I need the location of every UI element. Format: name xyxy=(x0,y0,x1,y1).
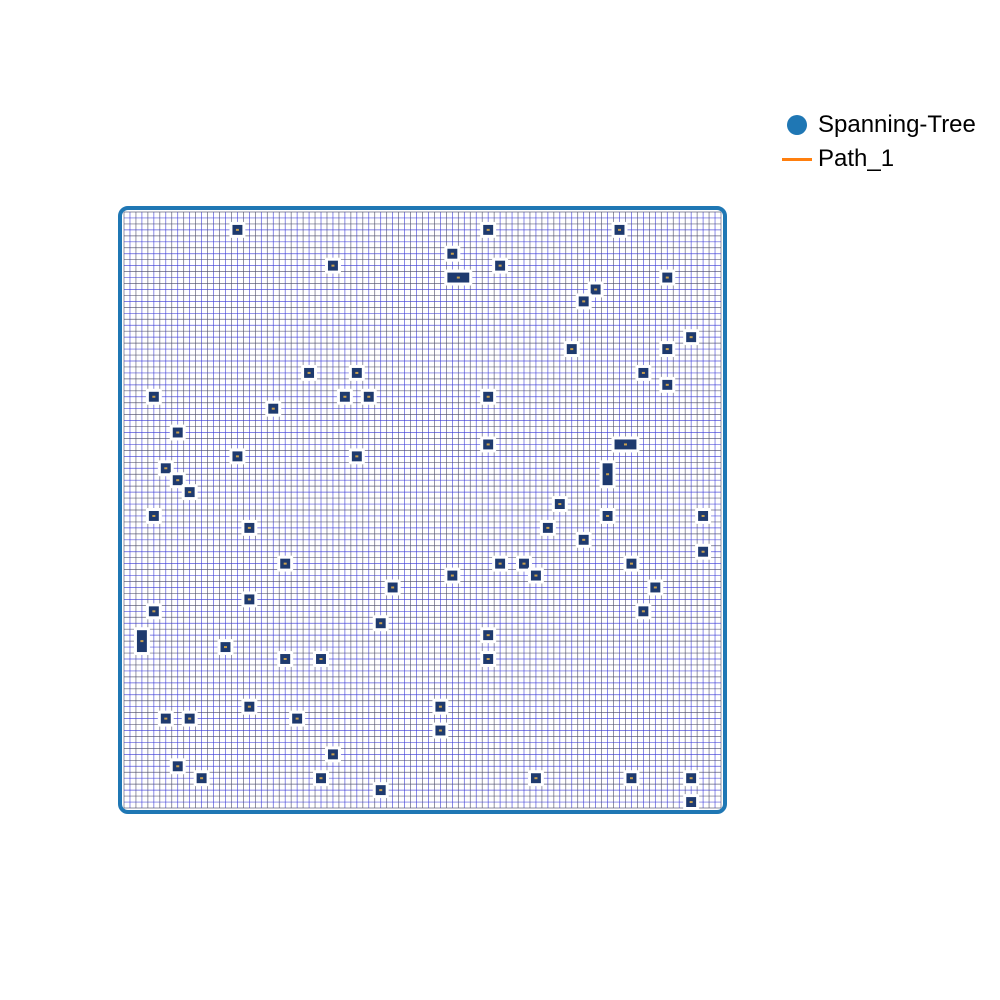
obstacle-cell-mark xyxy=(450,252,454,255)
obstacle-cell-mark xyxy=(522,562,526,565)
obstacle-cell-mark xyxy=(701,550,705,553)
obstacle-cell-mark xyxy=(486,395,490,398)
legend: Spanning-Tree Path_1 xyxy=(780,108,995,176)
obstacle-cell-mark xyxy=(582,538,586,541)
obstacle-cell-mark xyxy=(665,276,669,279)
obstacle-cell-mark xyxy=(235,228,239,231)
obstacle-cell-mark xyxy=(247,598,251,601)
obstacle-cell-mark xyxy=(438,729,442,732)
legend-marker-spanning-tree xyxy=(780,108,814,142)
grid-lines xyxy=(123,211,722,809)
obstacle-cell-mark xyxy=(653,586,657,589)
obstacle-cell-mark xyxy=(331,264,335,267)
obstacle-cell-tall-mark xyxy=(606,473,610,476)
obstacle-cell-mark xyxy=(594,288,598,291)
obstacle-cell-mark xyxy=(164,467,168,470)
obstacle-cell-mark xyxy=(438,705,442,708)
obstacle-cell-mark xyxy=(379,789,383,792)
obstacle-cell-mark xyxy=(498,264,502,267)
grid-border xyxy=(118,206,727,814)
obstacle-cell-mark xyxy=(319,777,323,780)
obstacle-cell-mark xyxy=(247,526,251,529)
obstacle-cell-mark xyxy=(546,526,550,529)
obstacle-cell-mark xyxy=(319,658,323,660)
dot-icon xyxy=(787,115,807,135)
obstacle-cell-mark xyxy=(283,562,287,565)
obstacle-cell-mark xyxy=(486,443,490,446)
obstacle-cell-mark xyxy=(629,562,633,565)
obstacle-cell-mark xyxy=(534,777,538,780)
obstacle-cell-mark xyxy=(223,646,227,649)
obstacle-cell-mark xyxy=(152,395,156,398)
obstacle-cell-mark xyxy=(689,336,693,339)
obstacles-layer xyxy=(133,221,712,810)
obstacle-cell-mark xyxy=(629,777,633,780)
obstacle-cell-mark xyxy=(606,514,610,517)
obstacle-cell-wide-mark xyxy=(623,443,627,446)
obstacle-cell-mark xyxy=(283,658,287,660)
obstacle-cell-mark xyxy=(343,395,347,398)
obstacle-cell-mark xyxy=(391,586,395,589)
obstacle-cell-mark xyxy=(176,765,180,768)
obstacle-cell-mark xyxy=(176,431,180,434)
legend-item-path-1: Path_1 xyxy=(780,142,995,176)
obstacle-cell-mark xyxy=(247,705,251,708)
obstacle-cell-mark xyxy=(641,371,645,374)
legend-label-path-1: Path_1 xyxy=(818,145,895,172)
obstacle-cell-mark xyxy=(271,407,275,410)
legend-label-spanning-tree: Spanning-Tree xyxy=(818,111,976,138)
obstacle-cell-mark xyxy=(701,514,705,517)
obstacle-cell-tall-mark xyxy=(140,640,144,643)
obstacle-cell-mark xyxy=(331,753,335,756)
obstacle-cell-mark xyxy=(176,479,180,482)
obstacle-cell-mark xyxy=(534,574,538,577)
obstacle-cell-mark xyxy=(486,634,490,637)
obstacle-cell-mark xyxy=(307,371,311,374)
obstacle-cell-mark xyxy=(641,610,645,613)
obstacle-cell-mark xyxy=(486,658,490,660)
legend-item-spanning-tree: Spanning-Tree xyxy=(780,108,995,142)
obstacle-cell-mark xyxy=(570,348,574,351)
line-icon xyxy=(782,157,812,161)
obstacle-cell-mark xyxy=(498,562,502,565)
obstacle-cell-mark xyxy=(355,455,359,458)
obstacle-cell-mark xyxy=(164,717,168,720)
obstacle-cell-mark xyxy=(582,300,586,303)
obstacle-cell-mark xyxy=(486,228,490,231)
obstacle-cell-mark xyxy=(450,574,454,577)
obstacle-cell-mark xyxy=(188,491,192,494)
legend-marker-path-1 xyxy=(780,142,814,176)
obstacle-cell-mark xyxy=(152,514,156,517)
obstacle-cell-mark xyxy=(355,371,359,374)
obstacle-cell-mark xyxy=(618,228,622,231)
obstacle-cell-mark xyxy=(295,717,299,720)
obstacle-cell-mark xyxy=(558,503,562,506)
obstacle-cell-mark xyxy=(665,348,669,351)
obstacle-cell-mark xyxy=(379,622,383,625)
obstacle-cell-mark xyxy=(235,455,239,458)
obstacle-cell-mark xyxy=(188,717,192,720)
obstacle-cell-mark xyxy=(665,383,669,386)
obstacle-cell-wide-mark xyxy=(456,276,460,279)
obstacle-cell-mark xyxy=(689,777,693,780)
obstacle-cell-mark xyxy=(152,610,156,613)
obstacle-cell-mark xyxy=(200,777,204,780)
obstacle-cell-mark xyxy=(367,395,371,398)
obstacle-cell-mark xyxy=(689,801,693,804)
